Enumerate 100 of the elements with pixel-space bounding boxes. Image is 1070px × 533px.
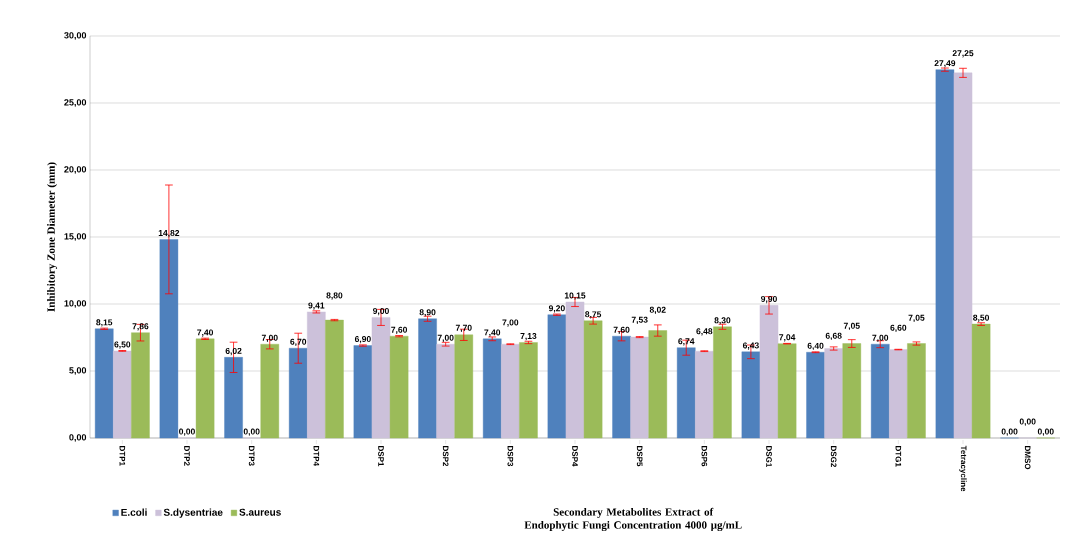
bar	[824, 348, 843, 439]
legend-label: S.aureus	[239, 508, 281, 516]
y-tick-label: 10,00	[64, 300, 87, 308]
bar	[436, 344, 455, 439]
data-label: 7,70	[455, 324, 472, 332]
bar	[519, 342, 538, 439]
x-tick-label: DSP1	[378, 446, 384, 467]
bar	[630, 336, 649, 439]
bar	[565, 301, 585, 439]
bar	[695, 350, 714, 439]
data-label: 8,90	[419, 309, 436, 317]
data-label: 9,20	[548, 305, 565, 313]
bar	[131, 332, 150, 439]
bar	[454, 334, 474, 439]
data-label: 9,41	[308, 302, 325, 310]
data-label: 7,00	[872, 334, 889, 342]
data-label: 6,40	[807, 342, 824, 351]
bar	[870, 344, 890, 439]
data-label: 6,50	[114, 341, 131, 349]
data-label: 8,02	[649, 306, 666, 314]
data-label: 6,48	[696, 328, 713, 336]
bar	[907, 343, 926, 439]
bar	[113, 350, 132, 439]
x-tick-label: DTG1	[895, 446, 902, 467]
x-tick-label: DSP6	[701, 446, 708, 467]
data-label: 6,90	[354, 336, 371, 344]
bar	[371, 317, 391, 439]
y-tick-label: 15,00	[64, 233, 87, 241]
data-label: 7,40	[197, 329, 214, 337]
bar	[325, 319, 344, 439]
y-tick-label: 20,00	[64, 166, 87, 174]
data-label: 7,13	[520, 333, 537, 341]
bar	[353, 345, 373, 439]
x-tick-label: DMSO	[1024, 446, 1031, 470]
bar	[501, 344, 520, 439]
bar	[288, 348, 308, 439]
x-tick-label: DSP2	[442, 446, 449, 467]
bar	[953, 72, 973, 439]
bar	[583, 320, 603, 439]
bar	[547, 314, 567, 439]
bar	[260, 344, 280, 439]
data-label: 27,49	[934, 60, 956, 68]
bar	[418, 318, 437, 439]
bar	[713, 326, 732, 439]
data-label: 6,68	[825, 332, 842, 341]
data-label: 7,40	[484, 329, 501, 337]
data-label: 27,25	[952, 50, 974, 58]
legend-label: S.dysentriae	[163, 508, 223, 518]
bar	[759, 305, 779, 439]
data-label: 7,60	[391, 326, 408, 334]
y-axis-title: Inhibitory Zone Diameter (mm)	[47, 162, 58, 312]
data-label: 8,50	[973, 314, 990, 322]
data-label: 8,80	[326, 292, 343, 300]
data-label: 7,60	[613, 326, 630, 334]
legend-label: E.coli	[121, 508, 147, 516]
x-tick-label: DTP3	[248, 446, 255, 466]
x-tick-label: Tetracycline	[959, 445, 967, 492]
x-tick-label: DSP5	[636, 446, 643, 467]
bar	[935, 69, 955, 439]
data-label: 14,82	[158, 229, 180, 238]
data-label: 0,00	[243, 428, 260, 436]
y-tick-label: 25,00	[64, 99, 87, 107]
bar	[159, 239, 179, 439]
bar	[676, 347, 696, 439]
data-label: 0,00	[1001, 428, 1018, 436]
data-label: 6,60	[890, 324, 907, 332]
data-label: 7,53	[631, 316, 648, 324]
bar	[971, 323, 991, 439]
x-tick-label: DSP3	[507, 446, 514, 467]
x-tick-label: DSG2	[830, 446, 837, 467]
data-label: 0,00	[1037, 428, 1054, 436]
bar	[648, 330, 668, 439]
data-label: 0,00	[179, 428, 195, 436]
data-label: 8,75	[585, 311, 602, 319]
y-tick-label: 5,00	[69, 367, 87, 375]
data-label: 9,90	[761, 295, 777, 304]
bar	[224, 357, 243, 439]
bar	[889, 349, 908, 439]
bar	[307, 311, 326, 439]
data-label: 7,00	[437, 334, 454, 342]
y-tick-label: 0,00	[69, 434, 87, 442]
data-label: 7,00	[261, 334, 278, 342]
data-label: 8,30	[714, 317, 731, 325]
y-tick-label: 30,00	[64, 32, 87, 40]
data-label: 7,00	[502, 319, 519, 327]
bar	[777, 343, 797, 439]
x-tick-label: DSP4	[572, 446, 578, 467]
x-tick-label: DTP4	[313, 446, 320, 466]
bar	[842, 343, 862, 439]
bar	[741, 351, 761, 439]
data-label: 10,15	[564, 292, 586, 300]
bar	[195, 338, 215, 439]
x-tick-label: DTP2	[184, 446, 190, 466]
data-label: 8,15	[96, 319, 113, 327]
data-label: 7,05	[908, 314, 925, 322]
data-label: 9,00	[373, 307, 389, 316]
bar	[389, 335, 409, 439]
data-label: 7,05	[843, 322, 860, 331]
data-label: 0,00	[1019, 418, 1036, 426]
bar	[482, 338, 502, 439]
